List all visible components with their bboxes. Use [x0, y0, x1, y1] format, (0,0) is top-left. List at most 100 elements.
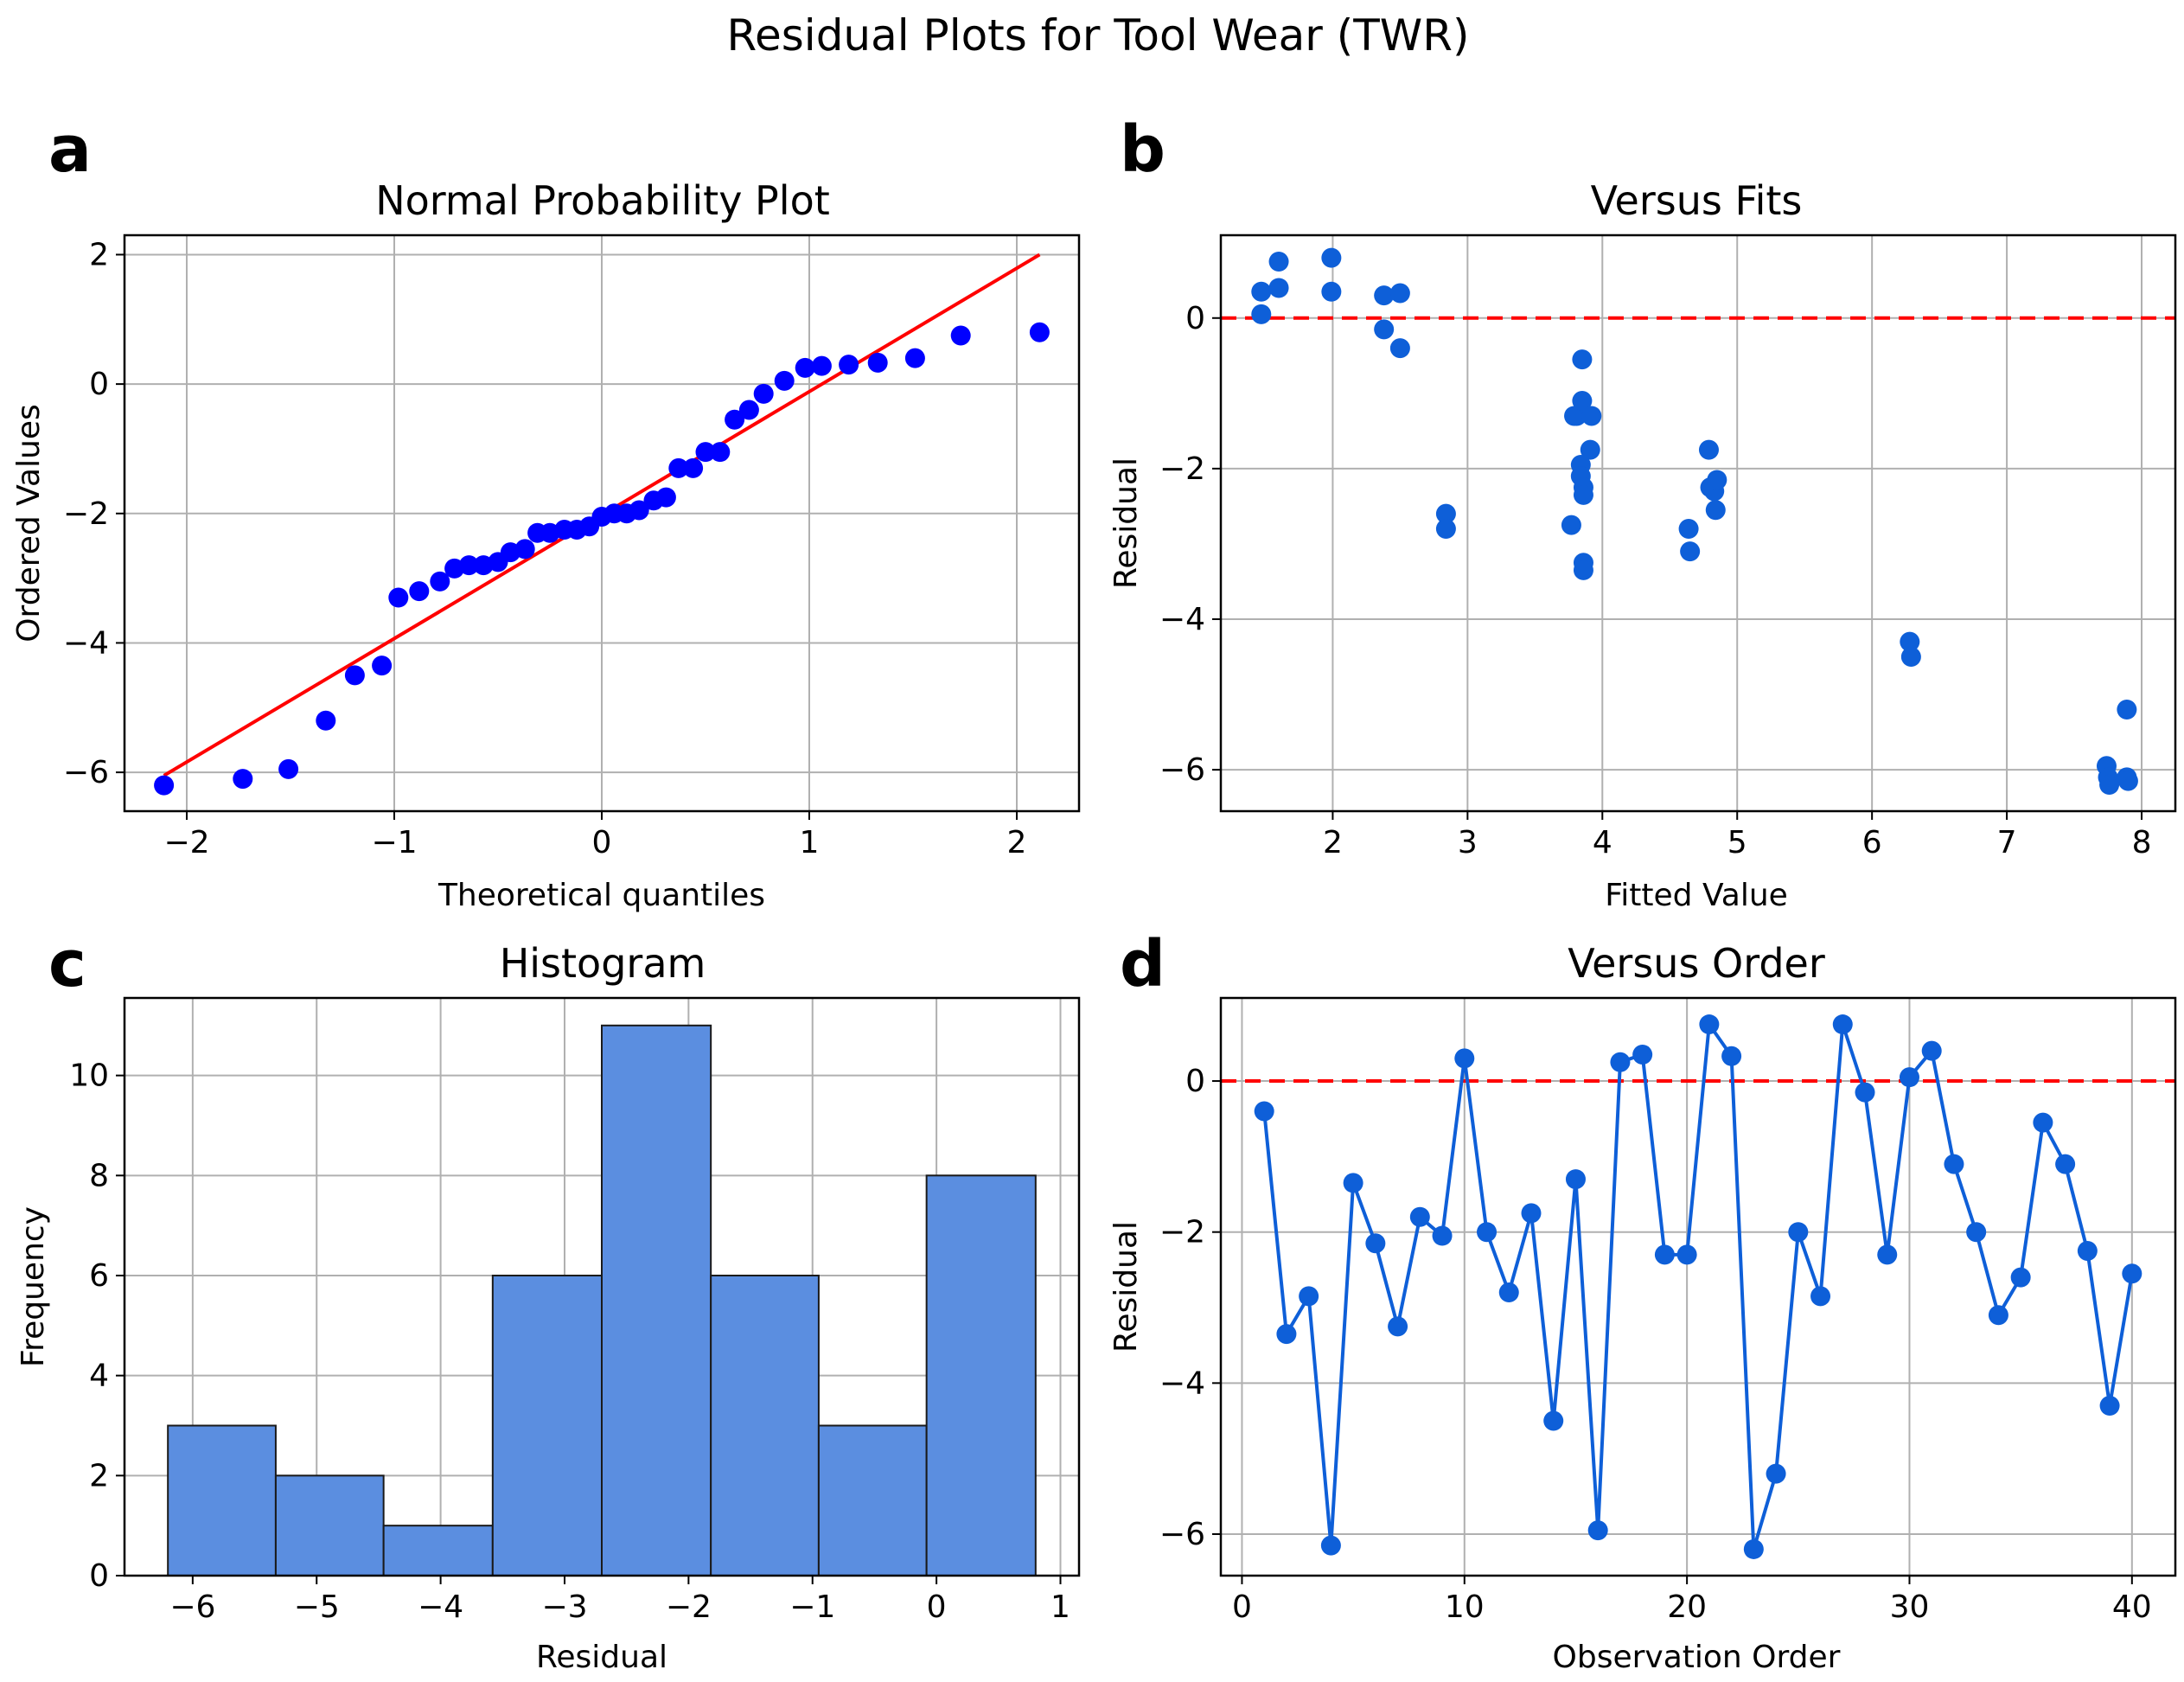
- panel-b-x-axis-label: Fitted Value: [1605, 878, 1788, 913]
- panel-d-x-axis-label: Observation Order: [1553, 1640, 1841, 1675]
- y-tick-label: −6: [63, 755, 109, 790]
- data-point: [388, 587, 409, 608]
- data-point: [1435, 519, 1456, 540]
- x-tick-label: −1: [789, 1589, 835, 1625]
- y-tick-label: 0: [1185, 1064, 1205, 1099]
- data-point: [668, 457, 689, 478]
- x-tick-label: 10: [1445, 1589, 1485, 1625]
- data-point: [1580, 439, 1600, 460]
- data-point: [695, 442, 716, 463]
- y-tick-label: 0: [1185, 301, 1205, 336]
- data-point: [710, 442, 731, 463]
- y-tick-label: −2: [1159, 1215, 1205, 1250]
- data-point: [1343, 1173, 1363, 1193]
- data-point: [1632, 1044, 1653, 1065]
- panel-a-y-axis-label: Ordered Values: [11, 404, 47, 643]
- panel-letter-a: a: [48, 112, 92, 187]
- data-point: [2122, 1263, 2142, 1284]
- panel-d-plot-frame: [1219, 996, 2177, 1577]
- data-point: [1374, 285, 1395, 306]
- x-tick-label: 2: [1323, 825, 1343, 860]
- y-tick-label: 0: [89, 1558, 109, 1594]
- data-point: [1721, 1046, 1742, 1066]
- x-tick-label: 4: [1593, 825, 1612, 860]
- data-point: [1389, 338, 1410, 359]
- data-point: [2033, 1112, 2053, 1133]
- data-point: [629, 500, 649, 521]
- data-point: [344, 665, 365, 686]
- data-point: [233, 769, 253, 790]
- data-point: [1388, 1316, 1408, 1337]
- data-point: [1988, 1305, 2008, 1326]
- panel-a-normal-probability-plot: a Normal Probability Plot −2 −1 0 1 2 −6 −4 −2 0…: [11, 112, 1081, 913]
- data-point: [1498, 1282, 1519, 1303]
- data-point: [278, 758, 299, 779]
- y-tick-label: −6: [1159, 1517, 1205, 1552]
- data-point: [316, 710, 336, 731]
- data-point: [1900, 647, 1921, 668]
- data-point: [1900, 631, 1920, 652]
- panel-letter-b: b: [1120, 112, 1165, 187]
- data-point: [1268, 278, 1289, 298]
- data-point: [1698, 439, 1719, 460]
- data-point: [1572, 391, 1593, 412]
- data-point: [1251, 281, 1272, 302]
- x-tick-label: 0: [927, 1589, 947, 1625]
- data-point: [2077, 1241, 2098, 1262]
- histogram-bar: [817, 1424, 928, 1577]
- data-point: [1766, 1463, 1786, 1484]
- data-point: [1573, 484, 1593, 505]
- panel-c-title: Histogram: [500, 940, 706, 987]
- data-point: [683, 457, 704, 478]
- data-point: [1610, 1052, 1631, 1072]
- y-tick-label: 4: [89, 1359, 109, 1394]
- data-point: [154, 775, 175, 796]
- x-tick-label: 6: [1862, 825, 1882, 860]
- y-tick-label: −2: [63, 496, 109, 532]
- data-point: [1573, 560, 1593, 580]
- data-point: [2055, 1154, 2076, 1174]
- data-point: [904, 348, 925, 368]
- y-tick-label: 10: [69, 1058, 109, 1094]
- panel-letter-d: d: [1120, 927, 1165, 1001]
- panel-d-title: Versus Order: [1568, 940, 1825, 987]
- data-point: [839, 355, 859, 375]
- y-tick-label: 2: [89, 1458, 109, 1493]
- y-tick-label: −4: [1159, 1365, 1205, 1401]
- data-point: [1409, 1206, 1430, 1227]
- data-point: [1705, 500, 1726, 521]
- y-tick-label: −4: [63, 625, 109, 661]
- x-tick-label: 2: [1007, 825, 1027, 860]
- panel-b-plot-frame: [1219, 233, 2177, 813]
- data-point: [1374, 319, 1395, 340]
- data-point: [1389, 283, 1410, 304]
- data-point: [1299, 1286, 1319, 1307]
- data-point: [1521, 1203, 1542, 1224]
- histogram-bar: [274, 1474, 385, 1576]
- data-point: [458, 555, 479, 576]
- data-point: [795, 357, 815, 378]
- figure-title: Residual Plots for Tool Wear (TWR): [727, 10, 1470, 61]
- data-point: [811, 355, 832, 376]
- x-tick-label: −2: [163, 825, 209, 860]
- data-point: [430, 571, 450, 592]
- panel-c-x-axis-label: Residual: [536, 1640, 667, 1675]
- x-tick-label: −4: [418, 1589, 463, 1625]
- data-point: [1877, 1244, 1898, 1265]
- data-point: [1320, 1535, 1341, 1556]
- x-tick-label: −1: [371, 825, 417, 860]
- series-line: [1262, 1019, 2134, 1551]
- data-point: [1966, 1222, 1987, 1243]
- data-point: [1477, 1222, 1498, 1243]
- data-point: [409, 581, 430, 602]
- panel-c-y-axis-label: Frequency: [16, 1206, 51, 1367]
- x-tick-label: 7: [1997, 825, 2017, 860]
- panel-b-title: Versus Fits: [1591, 177, 1803, 224]
- data-point: [867, 352, 888, 373]
- y-tick-label: −4: [1159, 602, 1205, 637]
- x-tick-label: 20: [1667, 1589, 1707, 1625]
- x-tick-label: −3: [541, 1589, 587, 1625]
- data-point: [1855, 1082, 1875, 1103]
- x-tick-label: −6: [169, 1589, 215, 1625]
